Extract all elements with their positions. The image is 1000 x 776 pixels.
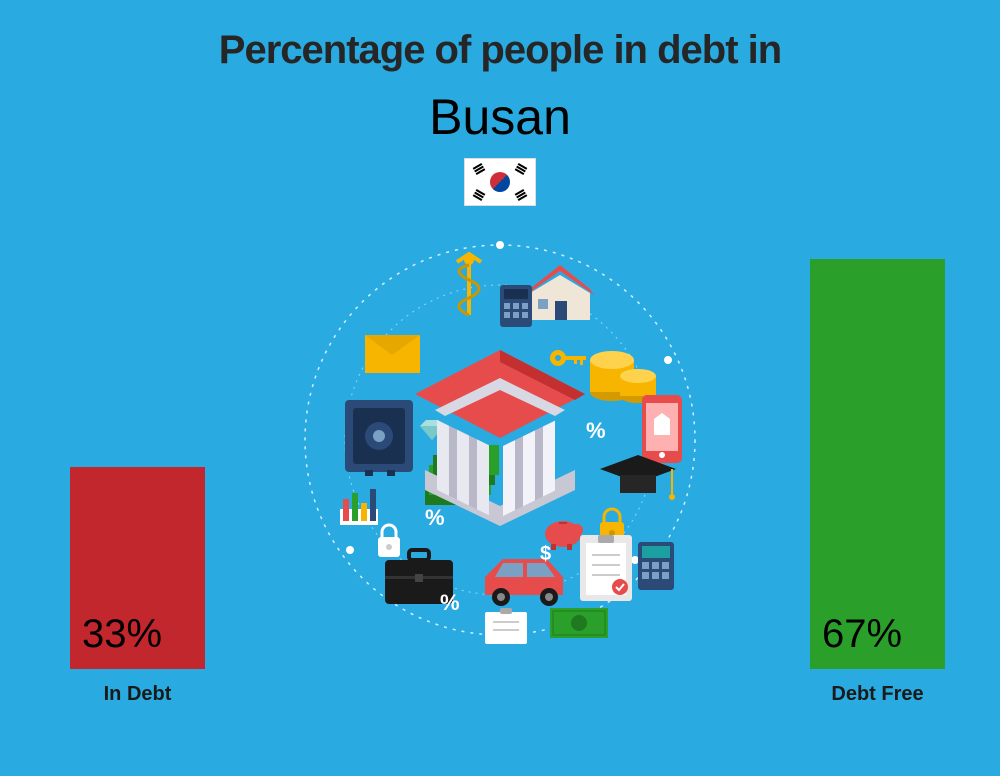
trigram-icon xyxy=(473,189,486,201)
bar-label: In Debt xyxy=(104,683,172,706)
title-sub: Busan xyxy=(0,88,1000,146)
trigram-icon xyxy=(515,189,528,201)
bar-rect: 33% xyxy=(70,467,205,669)
finance-illustration: % % % $ $ $ xyxy=(290,230,710,650)
title-main: Percentage of people in debt in xyxy=(0,28,1000,73)
bar-debt-free: 67% Debt Free xyxy=(810,259,945,706)
bar-in-debt: 33% In Debt xyxy=(70,467,205,706)
bar-value: 67% xyxy=(822,612,902,657)
svg-text:%: % xyxy=(425,505,445,530)
bar-rect: 67% xyxy=(810,259,945,669)
svg-text:$: $ xyxy=(540,543,551,565)
flag-south-korea xyxy=(464,158,536,206)
svg-text:%: % xyxy=(586,418,606,443)
bar-value: 33% xyxy=(82,612,162,657)
svg-text:%: % xyxy=(440,590,460,615)
taegeuk-icon xyxy=(490,172,510,192)
bar-label: Debt Free xyxy=(831,683,923,706)
trigram-icon xyxy=(473,163,486,175)
trigram-icon xyxy=(515,163,528,175)
